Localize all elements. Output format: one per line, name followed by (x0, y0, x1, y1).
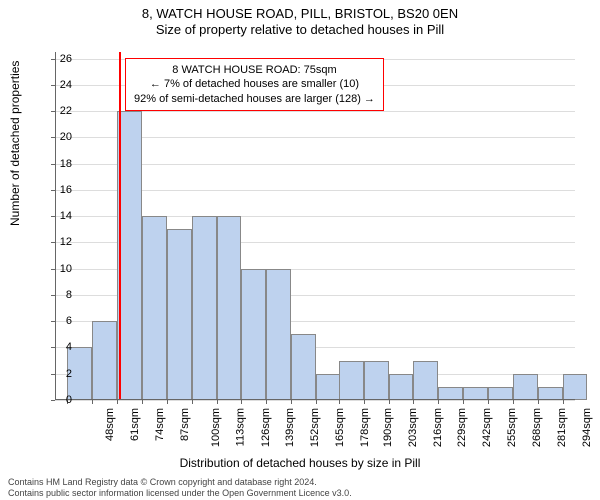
x-tick-label: 74sqm (154, 408, 166, 441)
histogram-chart: 8, WATCH HOUSE ROAD, PILL, BRISTOL, BS20… (0, 0, 600, 500)
x-tick-mark (538, 400, 539, 404)
y-tick-label: 20 (32, 131, 72, 143)
histogram-bar (142, 216, 167, 400)
x-tick-mark (389, 400, 390, 404)
x-tick-mark (167, 400, 168, 404)
histogram-bar (92, 321, 117, 400)
x-tick-mark (92, 400, 93, 404)
y-tick-label: 14 (32, 210, 72, 222)
x-tick-label: 61sqm (129, 408, 141, 441)
x-tick-label: 48sqm (104, 408, 116, 441)
y-tick-label: 22 (32, 105, 72, 117)
x-tick-mark (463, 400, 464, 404)
histogram-bar (413, 361, 438, 400)
annotation-line: ← 7% of detached houses are smaller (10) (134, 77, 375, 91)
histogram-bar (266, 269, 291, 400)
x-tick-label: 294sqm (581, 408, 593, 447)
y-tick-label: 12 (32, 236, 72, 248)
histogram-bar (217, 216, 242, 400)
x-tick-label: 190sqm (382, 408, 394, 447)
x-tick-label: 255sqm (506, 408, 518, 447)
y-tick-label: 26 (32, 53, 72, 65)
x-axis-spine (55, 399, 575, 400)
y-tick-label: 0 (32, 394, 72, 406)
y-tick-label: 2 (32, 368, 72, 380)
x-tick-mark (291, 400, 292, 404)
y-tick-label: 4 (32, 341, 72, 353)
x-tick-mark (513, 400, 514, 404)
x-tick-label: 165sqm (334, 408, 346, 447)
reference-line (119, 52, 121, 400)
histogram-bar (291, 334, 316, 400)
x-tick-label: 281sqm (556, 408, 568, 447)
x-tick-label: 268sqm (531, 408, 543, 447)
x-tick-label: 87sqm (179, 408, 191, 441)
footer-attribution: Contains HM Land Registry data © Crown c… (8, 477, 352, 498)
x-tick-mark (438, 400, 439, 404)
y-tick-label: 18 (32, 158, 72, 170)
y-axis-label: Number of detached properties (8, 61, 22, 226)
chart-subtitle: Size of property relative to detached ho… (0, 22, 600, 37)
x-axis-label: Distribution of detached houses by size … (0, 456, 600, 470)
x-tick-label: 216sqm (432, 408, 444, 447)
y-tick-label: 16 (32, 184, 72, 196)
x-tick-label: 229sqm (457, 408, 469, 447)
y-tick-label: 6 (32, 315, 72, 327)
x-tick-label: 139sqm (285, 408, 297, 447)
y-tick-label: 10 (32, 263, 72, 275)
histogram-bar (339, 361, 364, 400)
x-tick-label: 126sqm (260, 408, 272, 447)
x-tick-mark (117, 400, 118, 404)
histogram-bar (192, 216, 217, 400)
histogram-bar (241, 269, 266, 400)
x-tick-mark (413, 400, 414, 404)
annotation-line: 8 WATCH HOUSE ROAD: 75sqm (134, 63, 375, 77)
x-tick-mark (217, 400, 218, 404)
chart-title: 8, WATCH HOUSE ROAD, PILL, BRISTOL, BS20… (0, 0, 600, 22)
x-tick-label: 178sqm (359, 408, 371, 447)
x-tick-label: 203sqm (407, 408, 419, 447)
x-tick-label: 242sqm (481, 408, 493, 447)
x-tick-label: 100sqm (210, 408, 222, 447)
x-tick-mark (142, 400, 143, 404)
annotation-box: 8 WATCH HOUSE ROAD: 75sqm← 7% of detache… (125, 58, 384, 111)
x-tick-mark (266, 400, 267, 404)
footer-line-2: Contains public sector information licen… (8, 488, 352, 498)
x-tick-mark (192, 400, 193, 404)
x-tick-label: 152sqm (309, 408, 321, 447)
x-tick-mark (241, 400, 242, 404)
histogram-bar (563, 374, 588, 400)
x-tick-mark (316, 400, 317, 404)
x-tick-label: 113sqm (234, 408, 246, 446)
x-tick-mark (488, 400, 489, 404)
x-tick-mark (364, 400, 365, 404)
plot-area: 8 WATCH HOUSE ROAD: 75sqm← 7% of detache… (55, 52, 575, 400)
histogram-bar (513, 374, 538, 400)
footer-line-1: Contains HM Land Registry data © Crown c… (8, 477, 352, 487)
y-tick-label: 24 (32, 79, 72, 91)
annotation-line: 92% of semi-detached houses are larger (… (134, 92, 375, 106)
x-tick-mark (563, 400, 564, 404)
histogram-bar (389, 374, 414, 400)
x-tick-mark (339, 400, 340, 404)
y-tick-label: 8 (32, 289, 72, 301)
histogram-bar (364, 361, 389, 400)
histogram-bar (167, 229, 192, 400)
histogram-bar (316, 374, 341, 400)
